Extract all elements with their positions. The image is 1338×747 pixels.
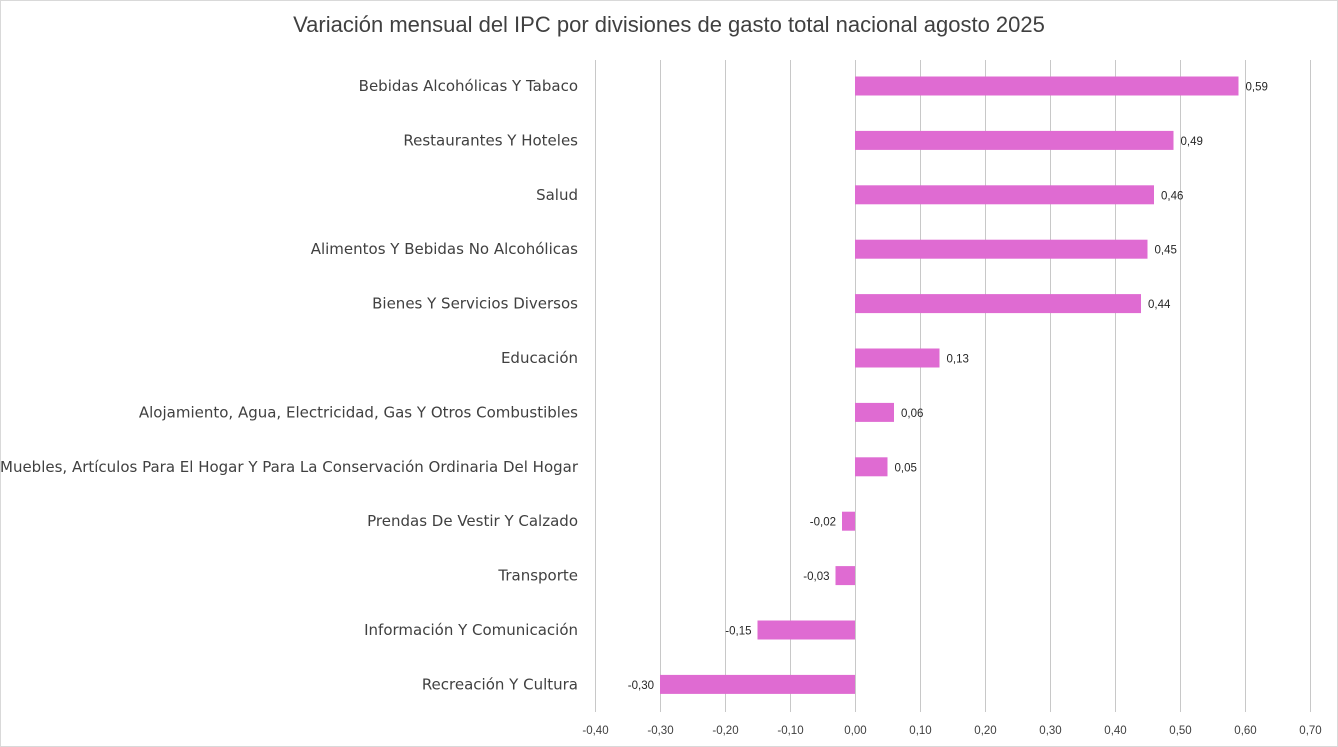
- category-label: Información Y Comunicación: [364, 621, 578, 639]
- x-tick-label: -0,10: [777, 725, 803, 737]
- x-tick-label: 0,40: [1104, 725, 1126, 737]
- bar: [855, 185, 1154, 205]
- data-label: -0,02: [810, 517, 836, 529]
- bar: [835, 566, 855, 586]
- category-label: Salud: [536, 186, 578, 204]
- category-label: Educación: [501, 349, 578, 367]
- data-label: 0,49: [1181, 136, 1203, 148]
- category-label: Alimentos Y Bebidas No Alcohólicas: [311, 240, 578, 258]
- bar: [855, 457, 888, 477]
- category-label: Muebles, Artículos Para El Hogar Y Para …: [0, 458, 579, 476]
- category-label: Restaurantes Y Hoteles: [403, 131, 578, 149]
- x-tick-label: 0,00: [844, 725, 866, 737]
- chart-title: Variación mensual del IPC por divisiones…: [293, 12, 1045, 37]
- category-label: Prendas De Vestir Y Calzado: [367, 512, 578, 530]
- x-tick-label: 0,70: [1299, 725, 1321, 737]
- category-label: Alojamiento, Agua, Electricidad, Gas Y O…: [139, 403, 578, 421]
- bar: [855, 294, 1141, 314]
- bar: [855, 76, 1239, 96]
- x-tick-label: 0,30: [1039, 725, 1061, 737]
- data-label: 0,45: [1155, 245, 1177, 257]
- x-tick-label: -0,30: [647, 725, 673, 737]
- x-tick-label: 0,20: [974, 725, 996, 737]
- x-tick-label: -0,40: [582, 725, 608, 737]
- data-label: 0,59: [1246, 82, 1268, 94]
- data-label: -0,03: [803, 571, 829, 583]
- data-label: 0,06: [901, 408, 923, 420]
- data-label: 0,44: [1148, 299, 1171, 311]
- data-label: 0,05: [895, 462, 917, 474]
- category-label: Bebidas Alcohólicas Y Tabaco: [359, 77, 578, 95]
- data-label: -0,30: [628, 680, 654, 692]
- bar: [842, 511, 855, 531]
- x-tick-label: -0,20: [712, 725, 738, 737]
- data-label: 0,13: [947, 354, 969, 366]
- bar: [855, 402, 894, 422]
- bar: [757, 620, 855, 640]
- data-label: 0,46: [1161, 190, 1183, 202]
- bar: [855, 130, 1174, 150]
- bar: [660, 674, 855, 694]
- x-tick-label: 0,10: [909, 725, 931, 737]
- category-label: Transporte: [497, 567, 578, 585]
- bar: [855, 239, 1148, 259]
- category-label: Bienes Y Servicios Diversos: [372, 295, 578, 313]
- category-label: Recreación Y Cultura: [422, 675, 578, 693]
- x-tick-label: 0,60: [1234, 725, 1256, 737]
- x-tick-label: 0,50: [1169, 725, 1191, 737]
- bar: [855, 348, 940, 368]
- data-label: -0,15: [725, 626, 751, 638]
